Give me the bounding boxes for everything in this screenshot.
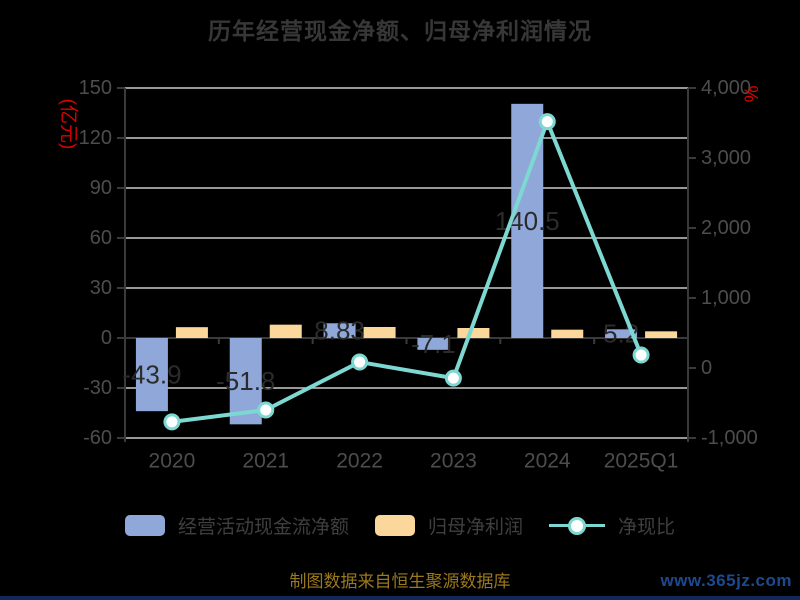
x-axis-label: 2023 <box>430 450 477 473</box>
legend-item-net-profit[interactable]: 归母净利润 <box>374 512 523 539</box>
legend-line-marker-icon <box>549 514 605 538</box>
data-point-marker <box>632 346 650 364</box>
bar-net-profit <box>645 331 678 338</box>
x-axis-label: 2025Q1 <box>604 450 679 473</box>
legend-swatch-orange-bar <box>374 515 415 536</box>
x-axis-label: 2021 <box>242 450 289 473</box>
right-axis-tick-label: 4,000 <box>701 77 751 99</box>
legend-label-net-profit: 归母净利润 <box>427 517 523 538</box>
x-axis-label: 2024 <box>524 450 571 473</box>
bar-operating-cash-flow <box>605 329 638 338</box>
right-axis-tick-label: 0 <box>701 357 712 379</box>
left-axis-title: (亿元) <box>58 99 80 150</box>
data-point-marker <box>351 353 369 371</box>
left-axis-tick-label: 60 <box>90 227 112 249</box>
bar-value-label: -7.1 <box>411 329 456 359</box>
bar-value-label: -43.9 <box>122 360 181 390</box>
left-axis-tick-label: 90 <box>90 177 112 199</box>
x-axis-label: 2020 <box>149 450 196 473</box>
right-axis-tick-label: 3,000 <box>701 147 751 169</box>
data-point-marker <box>538 113 556 131</box>
right-axis-tick-label: 1,000 <box>701 287 751 309</box>
data-source-note: 制图数据来自恒生聚源数据库 <box>289 572 511 591</box>
right-axis-tick-label: 2,000 <box>701 217 751 239</box>
bar-operating-cash-flow <box>323 323 356 338</box>
right-axis-title: % <box>740 86 761 103</box>
left-axis-tick-label: -60 <box>83 427 112 449</box>
data-point-marker <box>444 369 462 387</box>
legend-label-net-cash-ratio: 净现比 <box>618 517 676 538</box>
bar-operating-cash-flow <box>417 338 450 350</box>
bar-net-profit <box>269 324 302 338</box>
bar-operating-cash-flow <box>135 338 168 412</box>
watermark-link[interactable]: www.365jz.com <box>660 571 792 590</box>
x-axis-label: 2022 <box>336 450 383 473</box>
bar-net-profit <box>457 328 490 338</box>
data-point-marker <box>257 401 275 419</box>
legend: 经营活动现金流净额 归母净利润 净现比 <box>0 512 800 539</box>
legend-item-operating-cash-flow[interactable]: 经营活动现金流净额 <box>124 512 349 539</box>
line-net-cash-ratio <box>169 119 644 424</box>
chart-title: 历年经营现金净额、归母净利润情况 <box>208 18 592 44</box>
left-axis-tick-label: 150 <box>79 77 112 99</box>
bar-value-label: 8.83 <box>314 316 365 346</box>
bar-value-label: -51.8 <box>216 366 275 396</box>
left-axis-tick-label: 0 <box>101 327 112 349</box>
left-axis-tick-label: 30 <box>90 277 112 299</box>
bar-net-profit <box>551 329 584 338</box>
bar-net-profit <box>175 327 208 338</box>
legend-item-net-cash-ratio[interactable]: 净现比 <box>549 512 675 539</box>
bar-value-label: 140.5 <box>495 206 560 236</box>
left-axis-tick-label: -30 <box>83 377 112 399</box>
legend-swatch-blue-bar <box>124 515 165 536</box>
legend-label-operating-cash-flow: 经营活动现金流净额 <box>177 517 349 538</box>
data-point-marker <box>163 413 181 431</box>
right-axis-tick-label: -1,000 <box>701 427 758 449</box>
bottom-accent-bar <box>0 596 800 600</box>
bar-net-profit <box>363 327 396 338</box>
left-axis-tick-label: 120 <box>79 127 112 149</box>
